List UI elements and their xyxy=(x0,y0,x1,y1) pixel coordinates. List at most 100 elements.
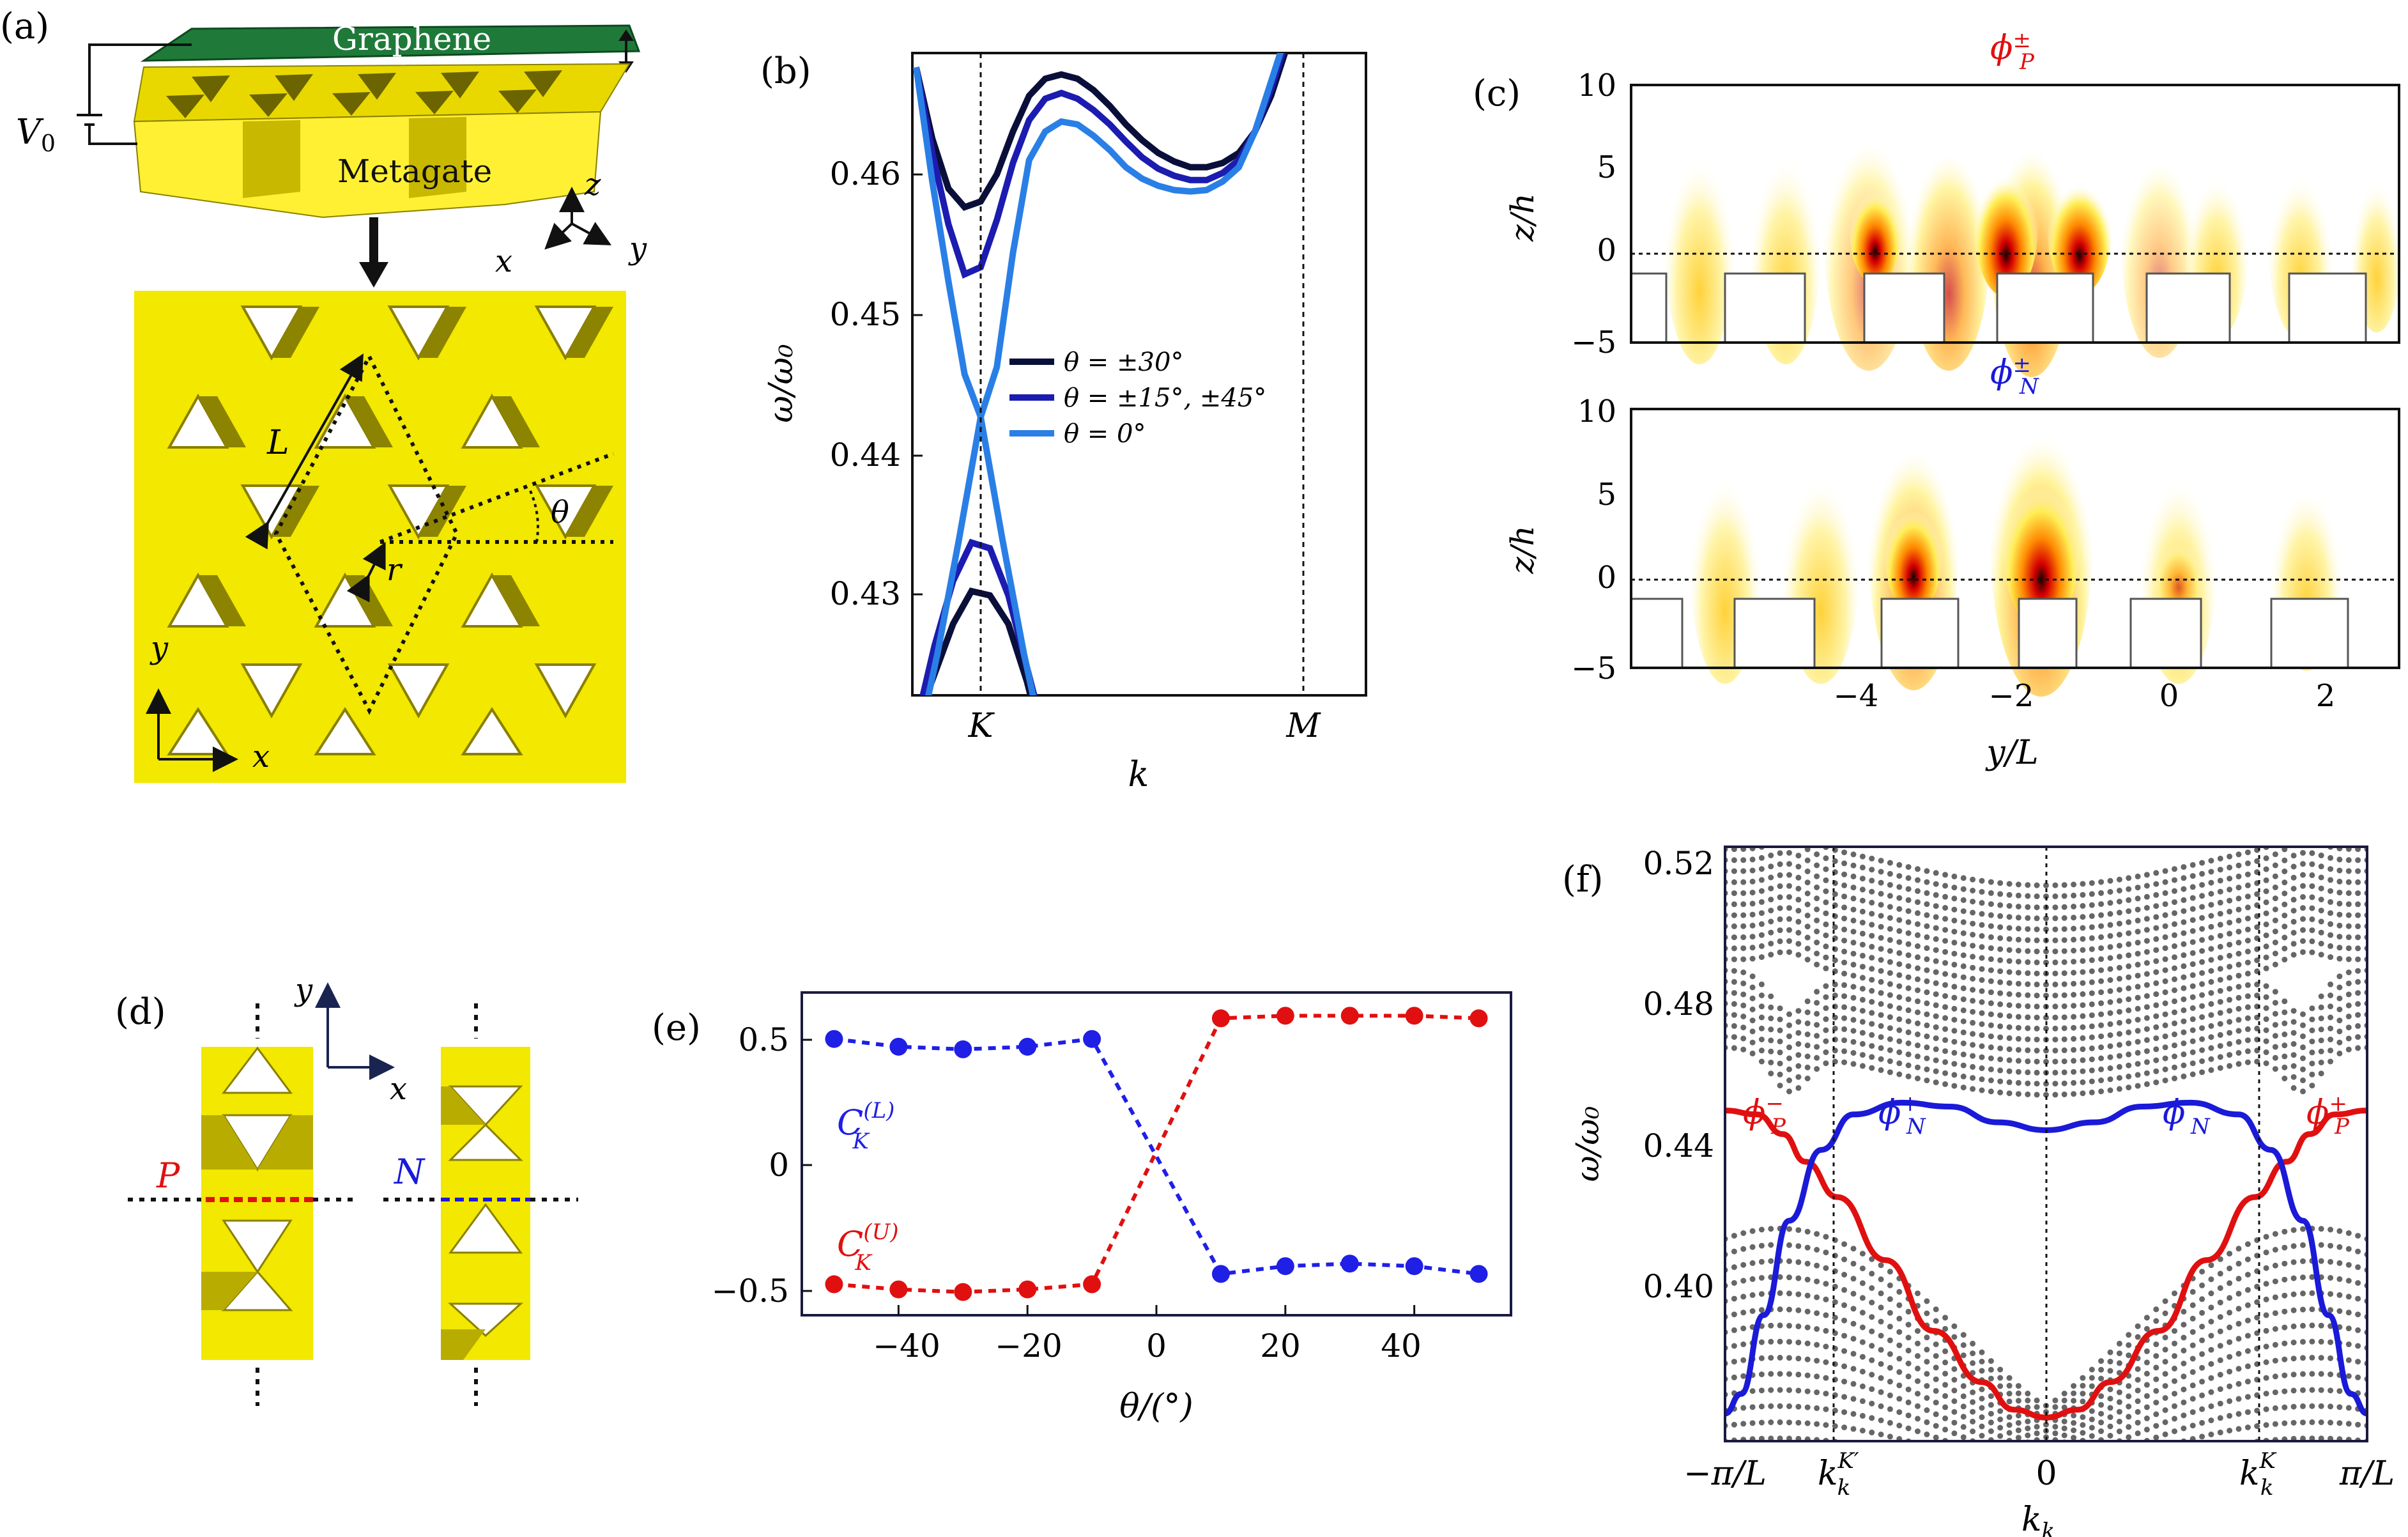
bulk-dot xyxy=(2208,891,2214,897)
bulk-dot xyxy=(1859,1324,1866,1331)
bulk-dot xyxy=(2162,1383,2168,1389)
bulk-dot xyxy=(2300,828,2306,834)
bulk-dot xyxy=(2273,1532,2278,1537)
b-ytick-3: 0.46 xyxy=(830,155,901,192)
bulk-dot xyxy=(2336,1516,2342,1522)
bulk-dot xyxy=(2153,969,2159,975)
bulk-dot xyxy=(1970,899,1976,905)
bulk-dot xyxy=(2016,1472,2021,1478)
bulk-dot xyxy=(1786,861,1792,867)
bulk-dot xyxy=(1961,1516,1967,1522)
bulk-dot xyxy=(1988,1419,1994,1426)
bulk-dot xyxy=(2162,956,2168,962)
bulk-dot xyxy=(1777,1039,1783,1045)
bulk-dot xyxy=(2052,1058,2059,1065)
bulk-dot xyxy=(2309,949,2315,955)
d-right-label: N xyxy=(393,1152,426,1192)
f-xtick-left: −π/L xyxy=(1683,1455,1767,1493)
bulk-dot xyxy=(2300,927,2306,933)
bulk-dot xyxy=(2254,1315,2260,1321)
bulk-dot xyxy=(2015,1398,2021,1404)
bulk-dot xyxy=(1768,993,1774,1000)
bulk-dot xyxy=(1960,1029,1967,1035)
bulk-dot xyxy=(2199,937,2205,943)
bulk-dot xyxy=(1795,1074,1802,1080)
bulk-dot xyxy=(2345,1357,2352,1363)
bulk-dot xyxy=(2135,1334,2141,1340)
bulk-dot xyxy=(2217,966,2223,972)
bulk-dot xyxy=(1740,1230,1747,1236)
bulk-dot xyxy=(2071,1449,2076,1455)
bulk-dot xyxy=(2153,1493,2159,1499)
bulk-dot xyxy=(2015,925,2021,932)
bulk-dot xyxy=(2098,934,2105,940)
bulk-dot xyxy=(2345,1405,2352,1411)
bulk-dot xyxy=(1869,987,1875,994)
bulk-dot xyxy=(1850,973,1857,979)
bulk-dot xyxy=(1896,884,1903,890)
bulk-dot xyxy=(2034,915,2040,922)
bulk-dot xyxy=(1970,1053,1976,1059)
bulk-dot xyxy=(2117,1467,2122,1473)
bulk-dot xyxy=(2254,924,2260,931)
bulk-dot xyxy=(1823,866,1829,872)
bulk-dot xyxy=(2309,1060,2315,1067)
bulk-dot xyxy=(2199,1419,2205,1426)
bulk-dot xyxy=(2080,969,2086,975)
bulk-dot xyxy=(2181,1347,2187,1354)
bulk-dot xyxy=(2089,1023,2095,1030)
bulk-dot xyxy=(1758,981,1765,987)
bulk-dot xyxy=(1777,1016,1783,1023)
bulk-dot xyxy=(1841,1286,1848,1293)
bulk-dot xyxy=(1777,905,1783,911)
bulk-dot xyxy=(2345,934,2352,940)
bulk-dot xyxy=(1988,945,1994,952)
bulk-dot xyxy=(2135,917,2141,923)
bulk-dot xyxy=(2025,1397,2031,1403)
f-mode-label-2: ϕ− N xyxy=(2163,1091,2211,1139)
bulk-dot xyxy=(2327,877,2334,883)
band-upper-1 xyxy=(913,53,1286,279)
bulk-dot xyxy=(2172,1009,2177,1016)
bulk-dot xyxy=(2254,957,2260,964)
bulk-dot xyxy=(2244,1286,2251,1293)
bulk-dot xyxy=(2244,926,2251,932)
bulk-dot xyxy=(2025,970,2031,977)
bulk-dot xyxy=(2263,1406,2269,1412)
bulk-dot xyxy=(1731,978,1737,985)
bulk-dot xyxy=(1859,1428,1866,1433)
bulk-dot xyxy=(1878,879,1884,886)
bulk-dot xyxy=(1988,934,1994,940)
bulk-dot xyxy=(2061,1391,2067,1396)
e-xtick-0: 0 xyxy=(1146,1327,1167,1364)
bulk-dot xyxy=(1860,1472,1866,1478)
bulk-dot xyxy=(1859,1019,1866,1025)
bulk-dot xyxy=(1777,1306,1783,1313)
bulk-dot xyxy=(2126,1393,2132,1400)
bulk-dot xyxy=(2116,1409,2122,1415)
bulk-dot xyxy=(2006,892,2013,898)
bulk-dot xyxy=(2327,1339,2334,1345)
voltage-label: V0 xyxy=(16,112,56,157)
bulk-dot xyxy=(2208,1012,2214,1018)
bulk-dot xyxy=(2263,877,2269,883)
bulk-dot xyxy=(1896,1329,1903,1335)
bulk-dot xyxy=(2327,1037,2334,1042)
c-top-ytick-0: 0 xyxy=(1597,233,1616,268)
bulk-dot xyxy=(2336,934,2343,940)
bulk-dot xyxy=(2143,893,2150,900)
bulk-dot xyxy=(2227,1309,2233,1316)
bulk-dot xyxy=(2153,1341,2159,1347)
bulk-dot xyxy=(2061,1036,2067,1042)
bulk-dot xyxy=(1997,990,2004,996)
bulk-dot xyxy=(1979,1507,1985,1513)
bulk-dot xyxy=(2143,1404,2150,1410)
panel-b: (b) 0.43 0.44 0.45 0.46 K M k ω/ω₀ θ = ±… xyxy=(760,50,1367,794)
bulk-dot xyxy=(1804,1020,1811,1026)
bulk-dot xyxy=(2345,1035,2352,1042)
bulk-dot xyxy=(2126,1051,2132,1058)
e-xlabel: θ/(°) xyxy=(1119,1387,1193,1426)
bulk-dot xyxy=(2126,1475,2131,1481)
bulk-dot xyxy=(2263,1249,2269,1256)
bulk-dot xyxy=(1740,1024,1747,1031)
